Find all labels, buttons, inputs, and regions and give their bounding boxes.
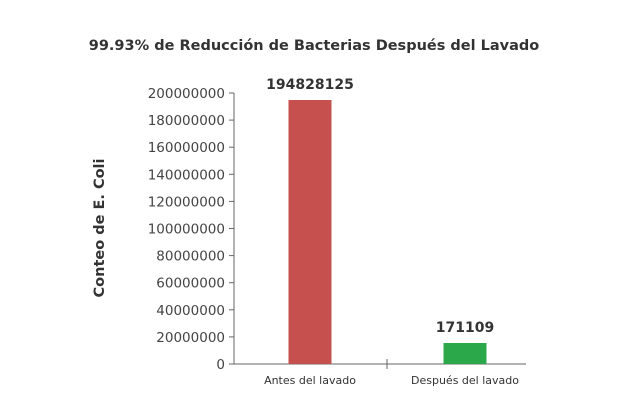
y-tick-label: 180000000 [148,113,225,129]
bar-2 [443,343,487,364]
bar-1 [288,100,332,365]
y-axis-label: Conteo de E. Coli [92,159,108,298]
y-tick-label: 120000000 [148,194,225,210]
y-tick-label: 80000000 [156,249,225,265]
y-tick-label: 0 [216,357,225,373]
y-tick-label: 100000000 [148,222,225,238]
bars: 194828125 Antes del lavado 171109 Después d… [264,77,519,387]
data-label: 194828125 [266,77,354,93]
y-tick-label: 60000000 [156,276,225,292]
y-tick-label: 160000000 [148,140,225,156]
y-tick-label: 200000000 [148,86,225,102]
axes: 0 20000000 40000000 60000000 80000000 1000000… [148,86,526,373]
x-category-label: Después del lavado [411,374,519,387]
data-label: 171109 [436,320,494,336]
y-tick-label: 20000000 [156,330,225,346]
y-tick-label: 40000000 [156,303,225,319]
y-tick-label: 140000000 [148,167,225,183]
x-category-label: Antes del lavado [264,374,356,387]
chart-title: 99.93% de Reducción de Bacterias Después… [89,38,540,54]
